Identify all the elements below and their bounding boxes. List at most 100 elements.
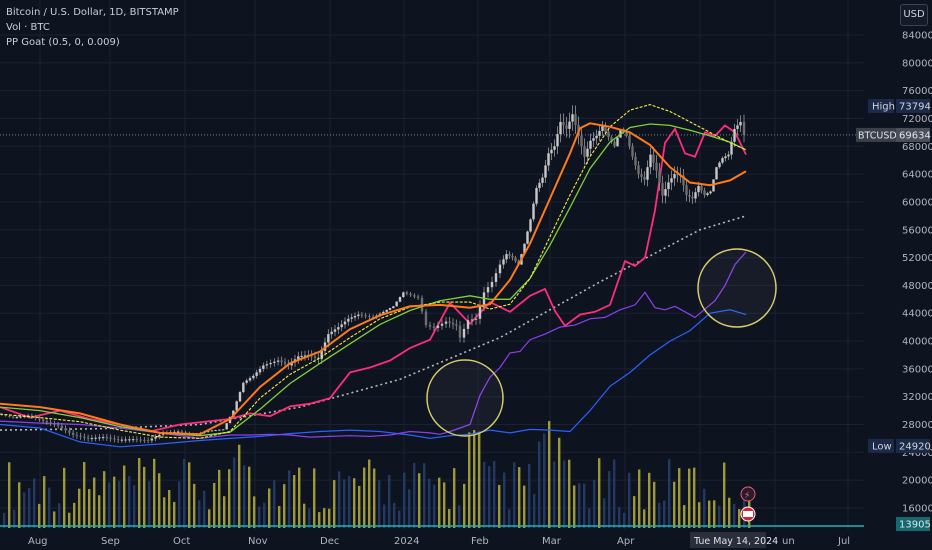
volume-bar — [343, 479, 346, 528]
candle-body — [498, 264, 502, 274]
candle-body — [523, 243, 526, 255]
volume-bar — [328, 508, 331, 528]
volume-bar — [263, 502, 266, 528]
volume-bar — [478, 431, 481, 528]
candle-body — [709, 191, 712, 194]
volume-bar — [23, 492, 26, 528]
volume-bar — [148, 481, 151, 528]
volume-bar — [3, 513, 6, 528]
candle-body — [135, 439, 139, 441]
volume-bar — [218, 469, 221, 528]
volume-bar — [93, 477, 96, 528]
y-tick-label: 40000 — [902, 337, 932, 348]
volume-bar — [83, 462, 86, 528]
volume-bar — [208, 509, 211, 528]
volume-bar — [228, 469, 231, 528]
y-tick-label: 28000 — [902, 420, 932, 431]
volume-bar — [688, 468, 691, 528]
candle-body — [631, 146, 634, 157]
candle-body — [655, 162, 658, 171]
candle-body — [113, 438, 116, 440]
candle-body — [544, 165, 547, 178]
volume-bar — [638, 469, 641, 528]
candle-body — [221, 429, 225, 431]
y-tick-label: 60000 — [902, 197, 932, 208]
candle-body — [625, 132, 628, 136]
volume-bar — [448, 509, 451, 528]
volume-bar — [363, 467, 366, 528]
volume-bar — [593, 480, 596, 528]
candle-body — [350, 317, 353, 319]
candle-body — [255, 372, 258, 376]
candle-body — [739, 121, 742, 126]
volume-bar — [143, 466, 146, 528]
candle-body — [673, 174, 676, 179]
candle-body — [547, 153, 550, 166]
candle-body — [532, 203, 535, 220]
volume-bar — [163, 497, 166, 528]
candle-body — [382, 311, 385, 314]
volume-bar — [113, 476, 116, 528]
volume-bar — [513, 462, 516, 528]
candle-body — [150, 438, 154, 441]
candle-body — [676, 174, 679, 176]
flag-glyph — [743, 511, 753, 517]
volume-bar — [348, 476, 351, 528]
volume-bar — [48, 487, 51, 528]
volume-bar — [663, 500, 666, 528]
candle-body — [448, 321, 451, 323]
volume-bar — [398, 510, 401, 528]
candle-body — [535, 188, 538, 204]
low-label: Low — [872, 441, 892, 452]
candle-body — [652, 154, 655, 163]
volume-bar — [338, 471, 341, 528]
volume-bar — [603, 498, 606, 528]
currency-button[interactable]: USD — [900, 4, 928, 26]
volume-bar — [523, 485, 526, 528]
btcusd-value-tag — [896, 127, 930, 142]
volume-bar — [178, 481, 181, 528]
candle-body — [280, 360, 283, 363]
candle-body — [685, 185, 688, 195]
candle-body — [451, 322, 455, 325]
volume-bar — [13, 509, 16, 528]
candle-body — [368, 316, 371, 318]
x-tick-label: Sep — [101, 536, 120, 547]
candle-body — [139, 439, 142, 441]
candle-body — [98, 437, 101, 439]
btcusd-tag — [856, 127, 896, 142]
y-tick-label: 32000 — [902, 392, 932, 403]
series-purple-line — [0, 251, 747, 440]
volume-bar — [183, 459, 186, 528]
candle-body — [607, 131, 610, 138]
volume-bar — [253, 496, 256, 528]
candle-body — [565, 125, 568, 129]
candle-body — [688, 194, 691, 197]
candle-body — [300, 355, 303, 357]
volume-bar — [473, 430, 476, 528]
candle-body — [327, 334, 330, 343]
candle-body — [478, 305, 482, 319]
candle-body — [101, 437, 105, 439]
volume-bar — [58, 503, 61, 528]
candle-body — [371, 316, 375, 318]
volume-bar — [168, 490, 171, 528]
y-tick-label: 56000 — [902, 225, 932, 236]
volume-bar — [538, 441, 541, 528]
candle-body — [619, 128, 622, 138]
volume-bar — [88, 489, 91, 528]
candle-body — [333, 329, 337, 332]
volume-bar — [73, 502, 76, 528]
volume-bar — [503, 472, 506, 528]
volume-bar — [618, 507, 621, 528]
volume-bar — [588, 508, 591, 528]
volume-bar — [463, 483, 466, 528]
candle-body — [436, 325, 440, 328]
volume-bar — [623, 512, 626, 528]
y-tick-label: 64000 — [902, 170, 932, 181]
candle-body — [462, 328, 466, 338]
x-tick-label: 2024 — [394, 536, 419, 547]
volume-bar — [643, 509, 646, 528]
candle-body — [494, 273, 498, 282]
